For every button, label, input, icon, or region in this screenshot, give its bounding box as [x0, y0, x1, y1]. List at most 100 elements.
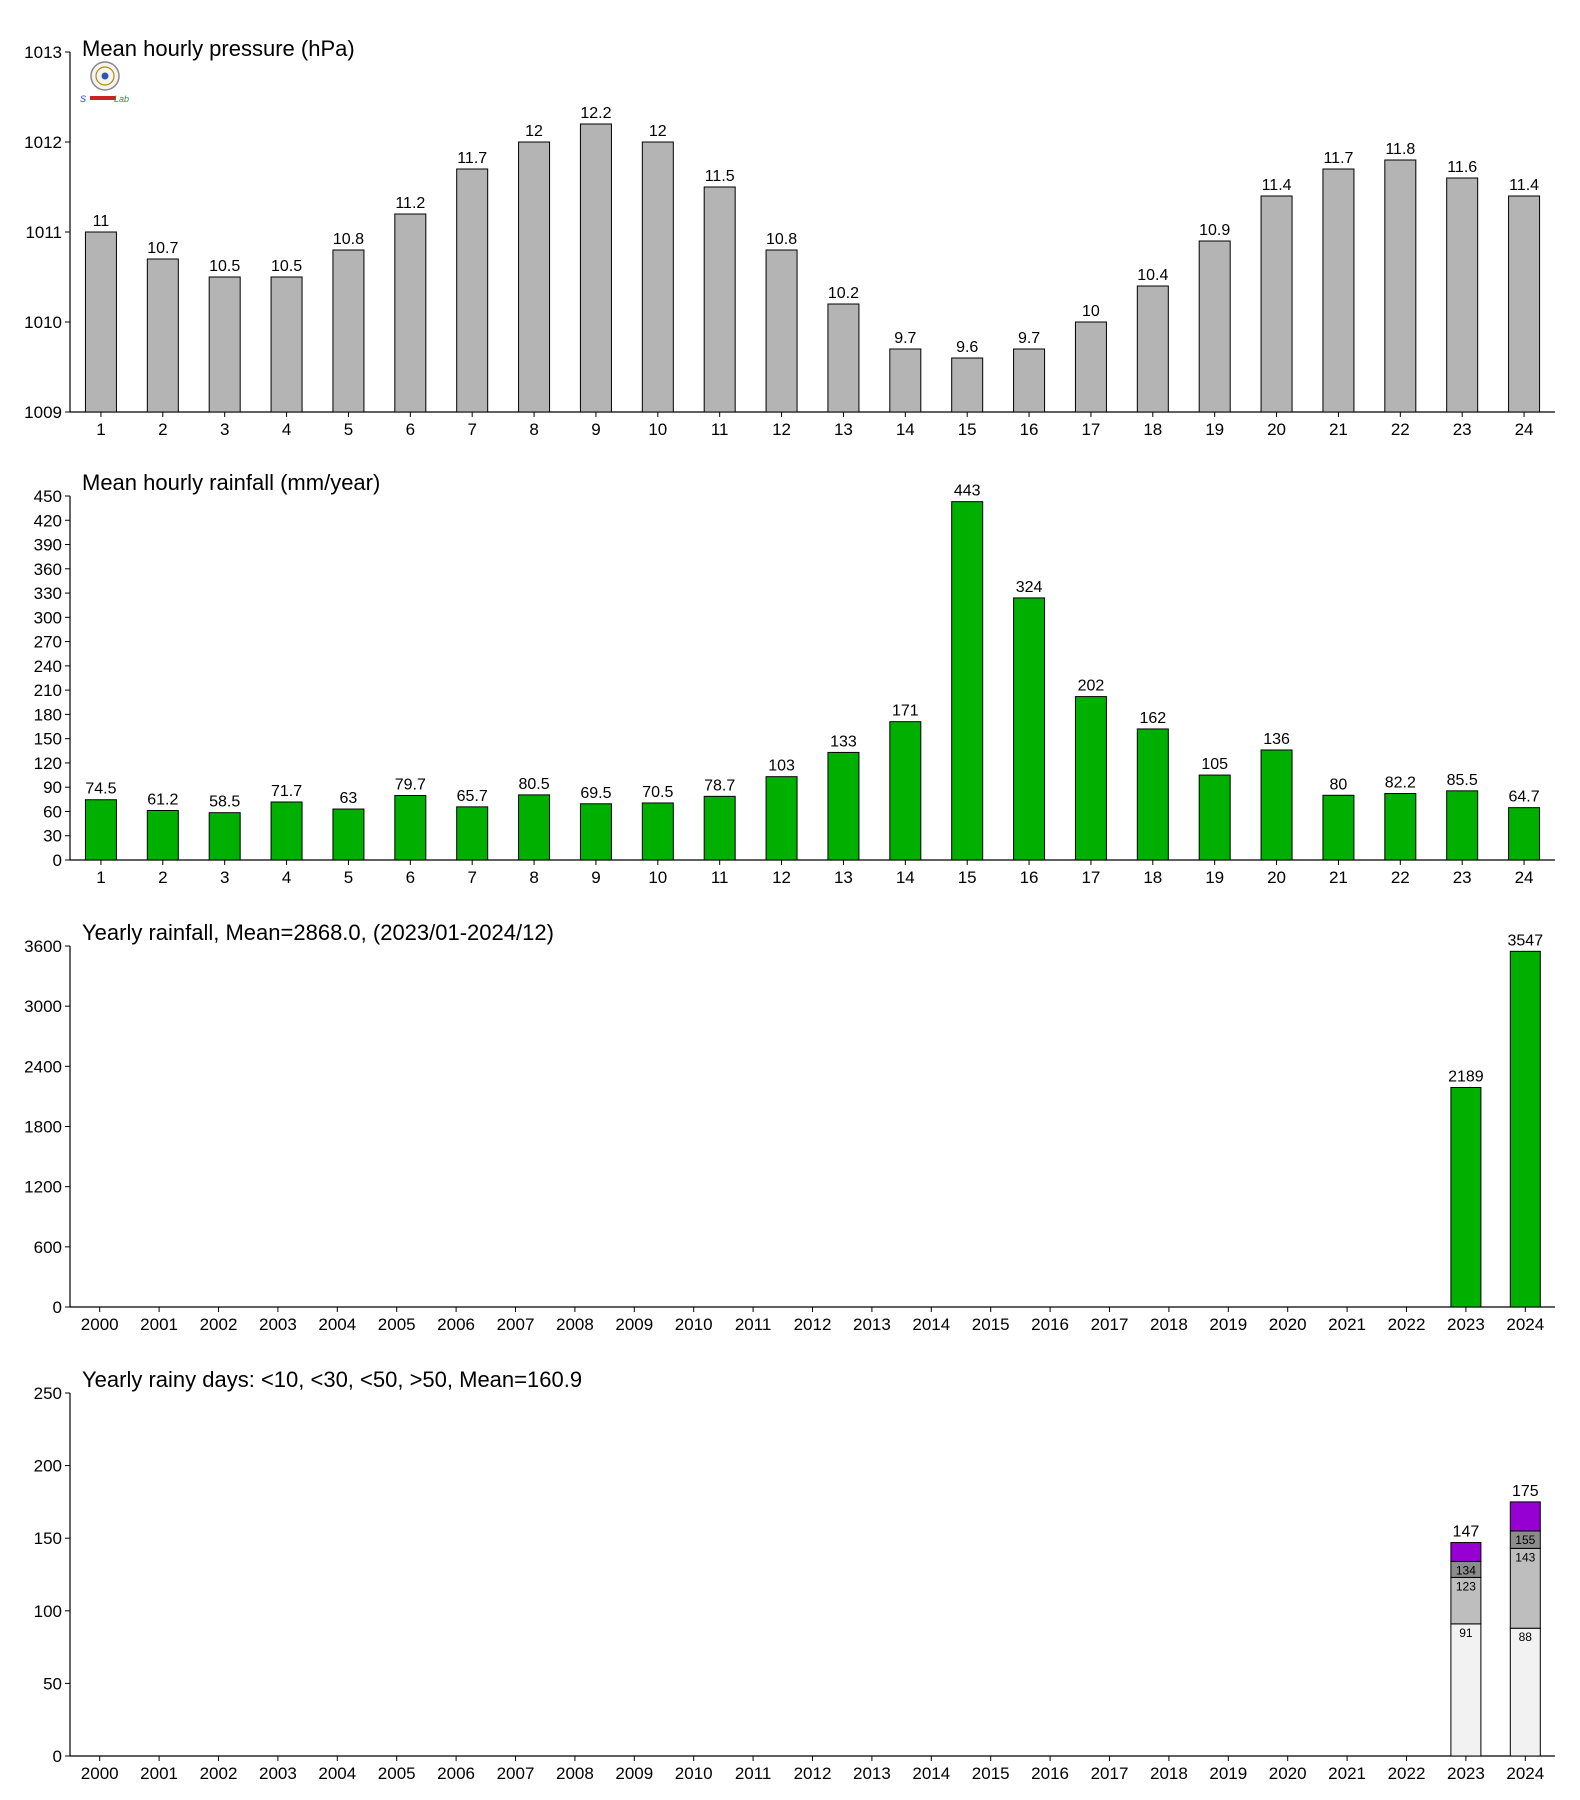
x-tick-label: 12	[772, 420, 791, 439]
x-tick-label: 2011	[735, 1764, 772, 1783]
x-tick-label: 20	[1267, 420, 1286, 439]
bar	[579, 123, 612, 413]
y-tick-label: 420	[34, 511, 62, 530]
x-tick-label: 2006	[437, 1764, 475, 1783]
x-tick-label: 3	[220, 420, 229, 439]
x-tick-label: 13	[834, 420, 853, 439]
stack-segment	[1509, 1547, 1541, 1629]
x-tick-label: 12	[772, 868, 791, 887]
x-tick-label: 10	[648, 420, 667, 439]
x-tick-label: 7	[467, 420, 476, 439]
stack-segment-label: 143	[1515, 1550, 1535, 1564]
x-tick-label: 22	[1391, 868, 1410, 887]
x-tick-label: 8	[529, 420, 538, 439]
x-tick-label: 2023	[1447, 1315, 1485, 1334]
bar-value-label: 11.7	[1323, 150, 1353, 167]
bar	[1450, 1086, 1482, 1308]
bar-value-label: 11.4	[1262, 177, 1292, 194]
x-tick-label: 2	[158, 868, 167, 887]
x-tick-label: 18	[1143, 868, 1162, 887]
bar-value-label: 136	[1263, 731, 1290, 748]
bar	[146, 809, 179, 861]
x-tick-label: 18	[1143, 420, 1162, 439]
bar-value-label: 63	[340, 790, 358, 807]
bar	[1136, 285, 1169, 413]
x-tick-label: 2007	[497, 1764, 535, 1783]
x-tick-label: 2015	[972, 1315, 1010, 1334]
bar	[1260, 749, 1293, 861]
x-tick-label: 2005	[378, 1315, 416, 1334]
station-logo: S Lab	[80, 61, 129, 104]
bar-value-label: 79.7	[395, 777, 426, 794]
bar	[1446, 790, 1479, 861]
x-tick-label: 13	[834, 868, 853, 887]
x-tick-label: 6	[406, 420, 415, 439]
bar	[456, 806, 489, 861]
stack-segment-label: 134	[1456, 1563, 1476, 1577]
bar-value-label: 10.9	[1199, 222, 1230, 239]
bar	[641, 141, 674, 413]
y-tick-label: 330	[34, 584, 62, 603]
bar	[1260, 195, 1293, 413]
x-tick-label: 2016	[1031, 1315, 1069, 1334]
x-tick-label: 2003	[259, 1315, 297, 1334]
y-tick-label: 60	[43, 802, 62, 821]
bar-value-label: 443	[954, 483, 981, 500]
y-tick-label: 0	[53, 851, 62, 870]
bar	[1136, 728, 1169, 861]
panel-pressure: Mean hourly pressure (hPa)10091010101110…	[24, 36, 1555, 439]
bar	[270, 801, 303, 861]
x-tick-label: 2008	[556, 1764, 594, 1783]
y-tick-label: 270	[34, 633, 62, 652]
x-tick-label: 1	[96, 420, 105, 439]
bar-value-label: 10	[1082, 303, 1100, 320]
x-tick-label: 2010	[675, 1315, 713, 1334]
bar	[765, 249, 798, 413]
x-tick-label: 9	[591, 868, 600, 887]
x-tick-label: 2021	[1328, 1315, 1366, 1334]
bar-value-label: 10.2	[828, 285, 859, 302]
x-tick-label: 20	[1267, 868, 1286, 887]
y-tick-label: 600	[34, 1238, 62, 1257]
y-tick-label: 250	[34, 1384, 62, 1403]
x-tick-label: 16	[1020, 420, 1039, 439]
x-tick-label: 14	[896, 868, 915, 887]
x-tick-label: 2001	[140, 1764, 178, 1783]
bar-value-label: 64.7	[1508, 789, 1539, 806]
x-tick-label: 24	[1515, 868, 1534, 887]
bar-value-label: 3547	[1508, 932, 1544, 949]
logo-text-a: S	[80, 94, 86, 104]
x-tick-label: 8	[529, 868, 538, 887]
chart-title: Mean hourly pressure (hPa)	[82, 36, 355, 61]
x-tick-label: 2009	[615, 1315, 653, 1334]
y-tick-label: 240	[34, 657, 62, 676]
bar-value-label: 10.5	[209, 258, 240, 275]
bar	[641, 802, 674, 861]
bar	[951, 501, 984, 861]
x-tick-label: 5	[344, 868, 353, 887]
stack-total-label: 147	[1453, 1524, 1480, 1541]
x-tick-label: 2014	[912, 1315, 950, 1334]
bar-value-label: 11.4	[1509, 177, 1539, 194]
x-tick-label: 2024	[1506, 1764, 1544, 1783]
y-tick-label: 90	[43, 778, 62, 797]
x-tick-label: 15	[958, 420, 977, 439]
x-tick-label: 2018	[1150, 1315, 1188, 1334]
y-tick-label: 450	[34, 487, 62, 506]
x-tick-label: 2004	[318, 1315, 356, 1334]
y-tick-label: 2400	[24, 1057, 62, 1076]
bar-value-label: 10.8	[766, 231, 797, 248]
stack-segment-label: 88	[1519, 1630, 1533, 1644]
x-tick-label: 1	[96, 868, 105, 887]
x-tick-label: 14	[896, 420, 915, 439]
x-tick-label: 2002	[200, 1315, 238, 1334]
y-tick-label: 0	[53, 1298, 62, 1317]
x-tick-label: 2024	[1506, 1315, 1544, 1334]
x-tick-label: 2004	[318, 1764, 356, 1783]
x-tick-label: 17	[1081, 420, 1100, 439]
x-tick-label: 10	[648, 868, 667, 887]
bar	[208, 812, 241, 861]
x-tick-label: 5	[344, 420, 353, 439]
stack-segment	[1450, 1576, 1482, 1625]
bar	[84, 231, 117, 413]
